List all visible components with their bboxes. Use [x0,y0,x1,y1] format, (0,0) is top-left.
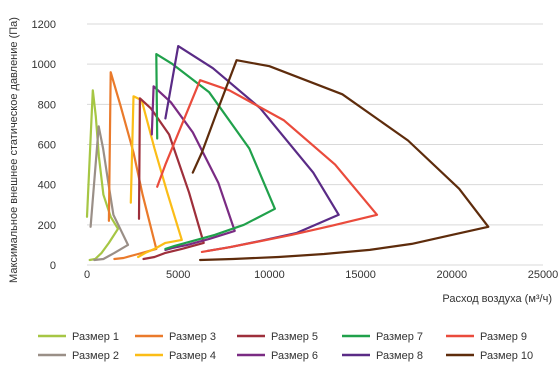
x-tick-label: 0 [84,269,90,281]
legend-label: Размер 10 [480,350,533,362]
x-tick-label: 10000 [254,269,285,281]
legend-label: Размер 4 [169,350,216,362]
y-tick-label: 800 [38,99,56,111]
series-line-4 [129,95,183,259]
y-tick-label: 200 [38,220,56,232]
y-tick-label: 400 [38,180,56,192]
x-tick-label: 5000 [166,269,190,281]
x-tick-label: 25000 [528,269,558,281]
series-line-2 [89,125,130,262]
legend-label: Размер 3 [169,331,216,343]
x-axis-label: Расход воздуха (м³/ч) [442,293,552,305]
legend-label: Размер 9 [480,331,527,343]
legend-label: Размер 6 [271,350,318,362]
x-tick-label: 20000 [437,269,468,281]
legend-label: Размер 7 [376,331,423,343]
y-tick-label: 1000 [32,59,56,71]
series-line-3 [107,71,158,261]
y-axis-label: Максимальное внешнее статическое давлени… [8,17,20,283]
legend-label: Размер 5 [271,331,318,343]
series-line-5 [137,97,205,261]
series-line-6 [150,85,236,251]
legend-label: Размер 2 [72,350,119,362]
legend-label: Размер 1 [72,331,119,343]
y-tick-label: 0 [50,260,56,272]
legend: Размер 1 Размер 2 Размер 3 Размер 4 Размер 5… [38,331,533,362]
gridlines [87,23,543,266]
series-line-7 [155,52,276,250]
y-tick-label: 1200 [32,19,56,31]
x-tick-labels: 0 5000 10000 15000 20000 25000 [84,269,558,281]
legend-label: Размер 8 [376,350,423,362]
series-line-1 [85,89,120,262]
y-tick-labels: 0 200 400 600 800 1000 1200 [32,19,56,272]
series-lines [85,44,490,262]
series-line-10 [191,59,490,262]
x-tick-label: 15000 [345,269,376,281]
y-tick-label: 600 [38,140,56,152]
series-line-9 [156,79,379,253]
